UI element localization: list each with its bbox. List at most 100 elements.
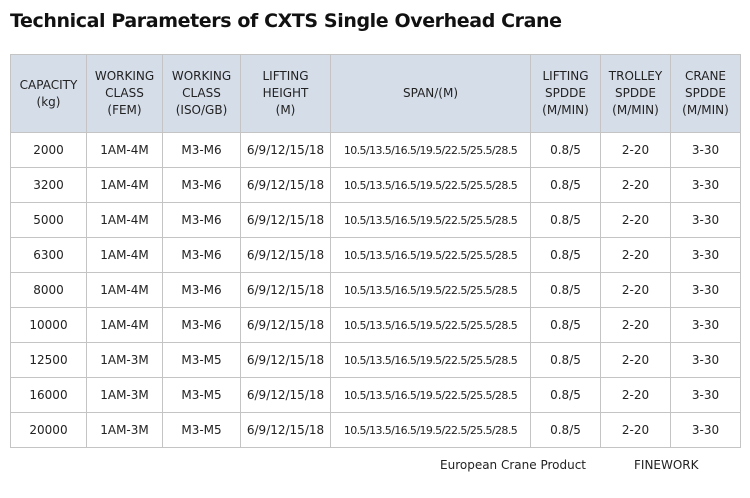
table-cell: M3-M6 (162, 307, 241, 343)
table-cell: 6300 (10, 237, 87, 273)
table-cell: 2-20 (600, 132, 671, 168)
header-text: CAPACITY (19, 77, 78, 92)
table-cell: 3-30 (670, 342, 741, 378)
table-row: 5000 1AM-4M M3-M6 6/9/12/15/18 10.5/13.5/16.… (10, 202, 741, 238)
header-text: SPAN/(M) (402, 86, 459, 100)
table-row: 3200 1AM-4M M3-M6 6/9/12/15/18 10.5/13.5/16.… (10, 167, 741, 203)
table-row: 16000 1AM-3M M3-M5 6/9/12/15/18 10.5/13.5/16… (10, 377, 741, 413)
table-cell: 1AM-4M (86, 132, 163, 168)
table-cell: 12500 (10, 342, 87, 378)
table-cell: 0.8/5 (530, 202, 601, 238)
header-text: CRANE (685, 69, 726, 83)
table-cell: 3-30 (670, 167, 741, 203)
table-cell: 3-30 (670, 237, 741, 273)
table-cell: 6/9/12/15/18 (240, 307, 331, 343)
header-text: HEIGHT (262, 86, 309, 100)
header-text: (M/MIN) (612, 103, 659, 117)
header-text: CLASS (182, 86, 221, 100)
table-cell: 0.8/5 (530, 412, 601, 448)
header-cell: LIFTING HEIGHT (M) (240, 54, 331, 133)
title: Technical Parameters of CXTS Single Over… (10, 10, 562, 32)
table-row: 2000 1AM-4M M3-M6 6/9/12/15/18 10.5/13.5/16.… (10, 132, 741, 168)
table-cell: 0.8/5 (530, 132, 601, 168)
header-cell: CAPACITY (kg) (10, 54, 87, 133)
table-cell: 0.8/5 (530, 307, 601, 343)
table-head: CAPACITY (kg) WORKING CLASS (FEM) WORKING CLAS… (10, 54, 741, 133)
table-row: 8000 1AM-4M M3-M6 6/9/12/15/18 10.5/13.5/16.… (10, 272, 741, 308)
table-cell: 2-20 (600, 202, 671, 238)
table-cell: 10000 (10, 307, 87, 343)
table-cell: 10.5/13.5/16.5/19.5/22.5/25.5/28.5 (330, 307, 531, 343)
header-text: (M/MIN) (682, 103, 729, 117)
table-cell: 10.5/13.5/16.5/19.5/22.5/25.5/28.5 (330, 342, 531, 378)
header-cell: SPAN/(M) (330, 54, 531, 133)
spec-table: CAPACITY (kg) WORKING CLASS (FEM) WORKING CLAS… (10, 54, 741, 448)
table-cell: 6/9/12/15/18 (240, 202, 331, 238)
footer-product: European Crane Product (440, 458, 587, 472)
table-cell: M3-M6 (162, 202, 241, 238)
table-row: 20000 1AM-3M M3-M5 6/9/12/15/18 10.5/13.5/16… (10, 412, 741, 448)
table-cell: 1AM-4M (86, 202, 163, 238)
table-cell: 0.8/5 (530, 237, 601, 273)
header-text: TROLLEY (608, 69, 663, 83)
table-cell: 1AM-4M (86, 272, 163, 308)
table-cell: 5000 (10, 202, 87, 238)
footer-brand: FINEWORK (634, 458, 699, 472)
table-cell: 6/9/12/15/18 (240, 412, 331, 448)
table-cell: 2000 (10, 132, 87, 168)
table-cell: 2-20 (600, 167, 671, 203)
table-cell: 0.8/5 (530, 167, 601, 203)
table-cell: 3-30 (670, 412, 741, 448)
table-cell: 10.5/13.5/16.5/19.5/22.5/25.5/28.5 (330, 202, 531, 238)
table-cell: 2-20 (600, 272, 671, 308)
header-text: (M) (275, 103, 296, 117)
table-cell: 6/9/12/15/18 (240, 342, 331, 378)
table-cell: 0.8/5 (530, 342, 601, 378)
header-text: (ISO/GB) (175, 103, 228, 117)
table-cell: 6/9/12/15/18 (240, 272, 331, 308)
header-text: (M/MIN) (542, 103, 589, 117)
header-text: (FEM) (107, 103, 142, 117)
table-cell: 1AM-4M (86, 167, 163, 203)
table-cell: 2-20 (600, 307, 671, 343)
table-row: 12500 1AM-3M M3-M5 6/9/12/15/18 10.5/13.5/16… (10, 342, 741, 378)
table-cell: 3-30 (670, 307, 741, 343)
table-cell: 2-20 (600, 377, 671, 413)
table-cell: 6/9/12/15/18 (240, 237, 331, 273)
table-cell: 6/9/12/15/18 (240, 132, 331, 168)
header-cell: LIFTING SPDDE (M/MIN) (530, 54, 601, 133)
header-cell: TROLLEY SPDDE (M/MIN) (600, 54, 671, 133)
table-cell: 3-30 (670, 272, 741, 308)
table-cell: 10.5/13.5/16.5/19.5/22.5/25.5/28.5 (330, 237, 531, 273)
table-cell: 10.5/13.5/16.5/19.5/22.5/25.5/28.5 (330, 412, 531, 448)
table-cell: M3-M6 (162, 167, 241, 203)
table-row: 6300 1AM-4M M3-M6 6/9/12/15/18 10.5/13.5/16.… (10, 237, 741, 273)
header-text: LIFTING (262, 69, 309, 83)
table-cell: 1AM-3M (86, 342, 163, 378)
header-cell: WORKING CLASS (FEM) (86, 54, 163, 133)
table-cell: 2-20 (600, 237, 671, 273)
header-text: CLASS (105, 86, 144, 100)
table-cell: 3-30 (670, 202, 741, 238)
table-row: 10000 1AM-4M M3-M6 6/9/12/15/18 10.5/13.5/16… (10, 307, 741, 343)
table-cell: 6/9/12/15/18 (240, 167, 331, 203)
header-cell: WORKING CLASS (ISO/GB) (162, 54, 241, 133)
table-cell: 6/9/12/15/18 (240, 377, 331, 413)
header-cell: CRANE SPDDE (M/MIN) (670, 54, 741, 133)
table-cell: 3-30 (670, 132, 741, 168)
header-text: (kg) (36, 94, 61, 109)
table-cell: 1AM-4M (86, 237, 163, 273)
table-cell: 2-20 (600, 342, 671, 378)
table-cell: 16000 (10, 377, 87, 413)
table-cell: 20000 (10, 412, 87, 448)
header-text: WORKING (171, 69, 232, 83)
table-cell: 10.5/13.5/16.5/19.5/22.5/25.5/28.5 (330, 272, 531, 308)
table-cell: 1AM-4M (86, 307, 163, 343)
table-cell: M3-M6 (162, 272, 241, 308)
header-text: SPDDE (685, 86, 726, 100)
header-row: CAPACITY (kg) WORKING CLASS (FEM) WORKING CLAS… (10, 54, 741, 133)
table-body: 2000 1AM-4M M3-M6 6/9/12/15/18 10.5/13.5/16.… (10, 132, 741, 448)
table-cell: 8000 (10, 272, 87, 308)
table-cell: 3200 (10, 167, 87, 203)
